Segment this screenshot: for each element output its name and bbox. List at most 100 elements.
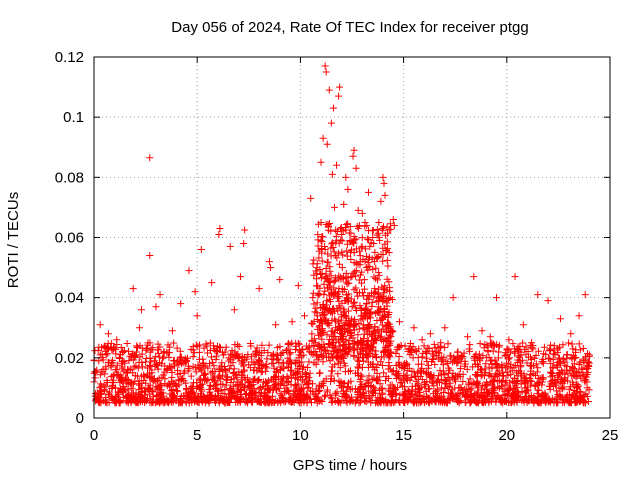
data-point [373, 253, 381, 261]
data-point [226, 365, 234, 373]
data-point [280, 359, 288, 367]
data-point [349, 152, 357, 160]
data-point [264, 382, 272, 390]
data-point [350, 344, 358, 352]
data-point [322, 315, 330, 323]
data-point [250, 384, 258, 392]
data-point [544, 297, 552, 305]
data-point [358, 340, 366, 348]
data-point [177, 375, 185, 383]
data-point [298, 358, 306, 366]
data-point [365, 227, 373, 235]
data-point [203, 377, 211, 385]
data-point [183, 357, 191, 365]
data-point [263, 378, 271, 386]
data-point [364, 342, 372, 350]
data-point [328, 170, 336, 178]
data-point [263, 355, 271, 363]
data-point [149, 393, 157, 401]
data-point [446, 394, 454, 402]
data-point [109, 378, 117, 386]
data-point [414, 360, 422, 368]
data-point [464, 379, 472, 387]
data-point [422, 380, 430, 388]
data-point [324, 221, 332, 229]
data-point [363, 330, 371, 338]
data-point [496, 396, 504, 404]
data-point [365, 381, 373, 389]
data-point [321, 246, 329, 254]
data-point [112, 345, 120, 353]
data-point [378, 384, 386, 392]
y-axis-label: ROTI / TECUs [5, 192, 22, 288]
data-point [296, 363, 304, 371]
data-point [494, 354, 502, 362]
data-point [211, 367, 219, 375]
data-point [295, 389, 303, 397]
data-point [426, 394, 434, 402]
data-point [104, 330, 112, 338]
data-point [493, 371, 501, 379]
data-point [176, 347, 184, 355]
data-point [539, 359, 547, 367]
data-point [323, 386, 331, 394]
data-point [196, 355, 204, 363]
data-point [488, 341, 496, 349]
data-point [256, 358, 264, 366]
data-point [299, 384, 307, 392]
data-point [526, 374, 534, 382]
data-point [253, 367, 261, 375]
data-point [508, 367, 516, 375]
data-point [182, 379, 190, 387]
data-point [582, 353, 590, 361]
data-point [290, 395, 298, 403]
data-point [151, 357, 159, 365]
data-point [216, 344, 224, 352]
data-point [122, 392, 130, 400]
chart-title: Day 056 of 2024, Rate Of TEC Index for r… [171, 19, 528, 36]
data-point [298, 376, 306, 384]
data-point [404, 347, 412, 355]
data-point [365, 322, 373, 330]
data-point [362, 352, 370, 360]
data-point [335, 297, 343, 305]
data-point [373, 369, 381, 377]
data-point [316, 284, 324, 292]
data-point [270, 374, 278, 382]
data-point [118, 385, 126, 393]
data-point [379, 313, 387, 321]
data-point [318, 238, 326, 246]
axis-ticks: 0 5 10 15 20 25 0 0.02 0.04 0.06 0.08 0.1 0.12 [55, 49, 619, 444]
data-point [178, 399, 186, 407]
data-point [553, 361, 561, 369]
data-point [546, 355, 554, 363]
data-point [363, 300, 371, 308]
data-point [368, 343, 376, 351]
data-point [339, 341, 347, 349]
data-point [370, 383, 378, 391]
data-point [351, 268, 359, 276]
data-point [192, 396, 200, 404]
data-point [317, 274, 325, 282]
data-point [356, 247, 364, 255]
data-point [365, 345, 373, 353]
data-point [196, 348, 204, 356]
data-point [342, 393, 350, 401]
data-point [424, 361, 432, 369]
data-point [474, 382, 482, 390]
data-point [384, 334, 392, 342]
data-point [264, 349, 272, 357]
data-point [107, 373, 115, 381]
data-point [585, 351, 593, 359]
data-point [344, 340, 352, 348]
data-point [271, 381, 279, 389]
data-point [356, 348, 364, 356]
data-point [371, 248, 379, 256]
data-point [128, 384, 136, 392]
data-point [502, 376, 510, 384]
data-point [430, 340, 438, 348]
data-point [261, 391, 269, 399]
data-point [287, 349, 295, 357]
data-point [279, 349, 287, 357]
data-point [341, 224, 349, 232]
